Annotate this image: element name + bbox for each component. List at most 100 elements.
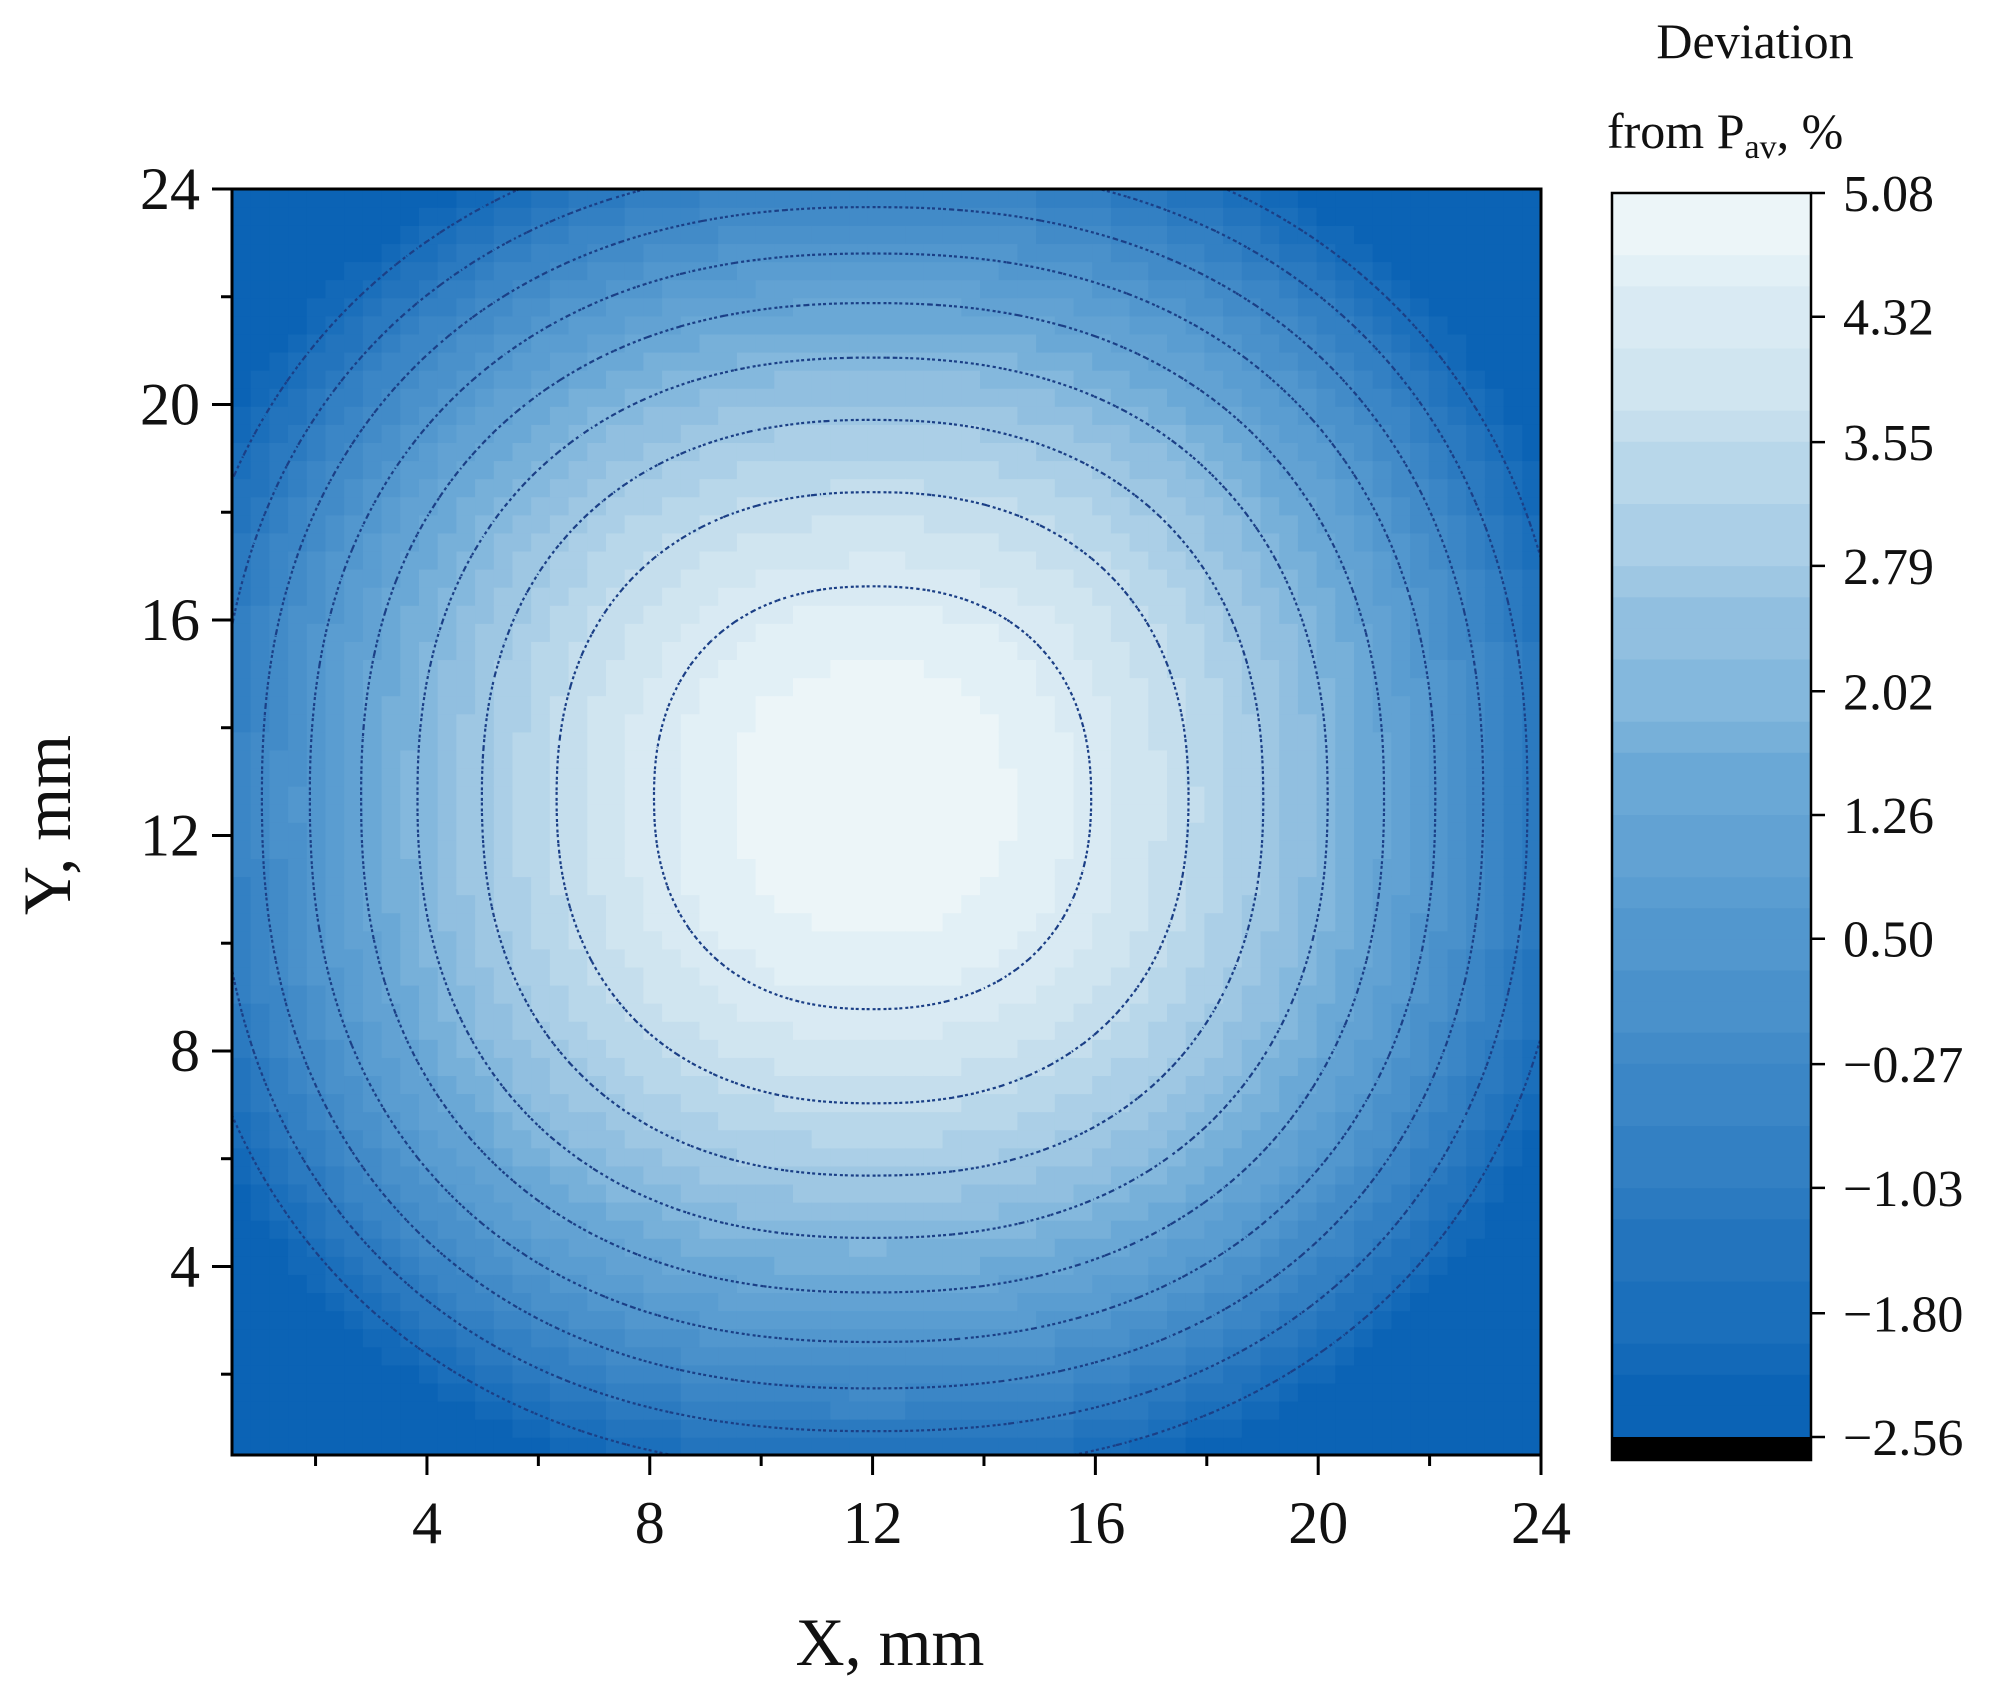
heatmap-cell [1092,1382,1112,1402]
heatmap-cell [849,333,869,353]
heatmap-cell [1260,1129,1280,1149]
heatmap-cell [998,948,1019,968]
heatmap-cell [1279,858,1299,878]
heatmap-cell [1204,297,1224,317]
heatmap-cell [942,1418,963,1438]
heatmap-cell [1167,1382,1187,1402]
heatmap-cell [1073,1129,1093,1149]
heatmap-cell [456,695,476,715]
heatmap-cell [512,478,532,498]
heatmap-cell [325,1219,345,1239]
heatmap-cell [1410,351,1430,371]
heatmap-cell [1017,279,1037,299]
heatmap-cell [1110,261,1131,281]
heatmap-cell [1185,858,1206,878]
heatmap-cell [830,387,850,407]
heatmap-cell [662,966,682,986]
heatmap-cell [269,351,289,371]
heatmap-cell [531,225,551,245]
heatmap-cell [961,369,981,389]
heatmap-cell [568,876,589,896]
heatmap-cell [830,604,850,624]
heatmap-cell [1148,189,1168,208]
heatmap-cell [1110,532,1131,552]
heatmap-cell [1073,568,1093,588]
heatmap-cell [1223,333,1243,353]
heatmap-cell [998,966,1019,986]
heatmap-cell [942,225,963,245]
heatmap-cell [793,261,813,281]
heatmap-cell [288,406,308,425]
heatmap-cell [980,659,1000,679]
heatmap-cell [1391,858,1411,878]
heatmap-cell [475,424,495,443]
heatmap-cell [1129,1075,1150,1095]
heatmap-cell [1036,333,1056,353]
heatmap-cell [288,1400,308,1420]
heatmap-cell [1503,189,1524,208]
heatmap-cell [1354,1147,1374,1167]
heatmap-cell [1260,695,1280,715]
heatmap-cell [1148,1147,1168,1167]
heatmap-cell [1391,532,1411,552]
heatmap-cell [549,189,570,208]
heatmap-cell [1447,1418,1467,1438]
heatmap-cell [699,586,719,606]
heatmap-cell [1428,840,1449,859]
heatmap-cell [381,1237,402,1257]
heatmap-cell [232,351,252,371]
heatmap-cell [699,912,719,932]
heatmap-cell [362,677,383,697]
heatmap-cell [288,1292,308,1312]
heatmap-cell [288,478,308,498]
colorbar-swatch [1612,846,1811,878]
heatmap-cell [475,514,495,534]
heatmap-cell [662,279,682,299]
heatmap-cell [961,1020,981,1040]
heatmap-cell [1335,1057,1355,1076]
heatmap-cell [699,532,719,552]
heatmap-cell [1092,478,1112,498]
heatmap-cell [793,858,813,878]
heatmap-cell [849,1346,869,1366]
heatmap-cell [381,858,402,878]
heatmap-cell [867,1436,888,1456]
heatmap-cell [886,442,906,462]
heatmap-cell [961,604,981,624]
heatmap-cell [942,369,963,389]
heatmap-cell [1372,713,1393,733]
heatmap-cell [1129,406,1150,425]
heatmap-cell [1054,876,1075,896]
heatmap-cell [437,749,458,769]
heatmap-cell [1110,442,1131,462]
heatmap-cell [1017,1310,1037,1330]
heatmap-cell [905,1165,925,1185]
heatmap-cell [830,641,850,661]
heatmap-cell [1503,1256,1524,1275]
heatmap-cell [475,315,495,335]
heatmap-cell [1036,424,1056,443]
heatmap-cell [1279,351,1299,371]
heatmap-cell [269,442,289,462]
heatmap-cell [456,1256,476,1275]
heatmap-cell [1372,1183,1393,1203]
heatmap-cell [1372,1039,1393,1058]
heatmap-cell [512,406,532,425]
heatmap-cell [531,189,551,208]
heatmap-cell [493,1219,514,1239]
heatmap-cell [437,279,458,299]
heatmap-cell [1428,1219,1449,1239]
heatmap-cell [1167,1274,1187,1294]
heatmap-cell [905,550,925,570]
heatmap-cell [1428,1328,1449,1348]
heatmap-cell [493,659,514,679]
heatmap-cell [1054,496,1075,516]
heatmap-cell [1410,387,1430,407]
heatmap-cell [306,1274,327,1294]
heatmap-cell [250,586,271,606]
heatmap-cell [923,586,944,606]
heatmap-cell [606,1310,626,1330]
heatmap-cell [1503,261,1524,281]
heatmap-cell [662,822,682,841]
colorbar-swatch [1612,690,1811,723]
